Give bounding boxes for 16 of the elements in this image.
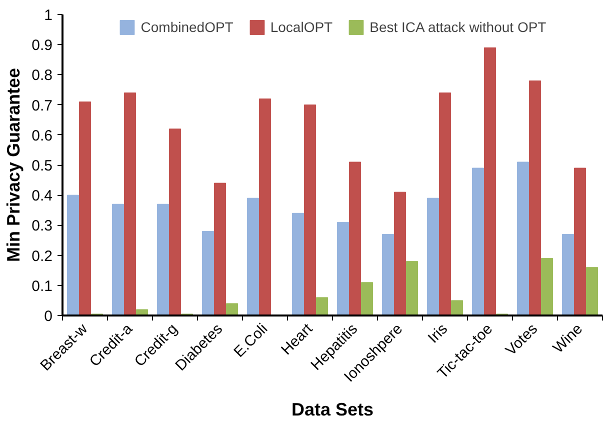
y-axis-title: Min Privacy Guarantee: [4, 68, 24, 262]
x-axis-title: Data Sets: [291, 400, 374, 420]
y-tick-label: 0.4: [32, 188, 53, 205]
y-tick-label: 0.2: [32, 248, 53, 265]
y-tick-label: 0.6: [32, 127, 53, 144]
y-tick-label: 0.3: [32, 218, 53, 235]
y-tick-label: 0.1: [32, 278, 53, 295]
y-tick-label: 0.8: [32, 67, 53, 84]
y-tick-label: 0.5: [32, 158, 53, 174]
y-tick-label: 0.9: [32, 37, 53, 54]
legend-label: LocalOPT: [270, 19, 333, 35]
y-tick-label: 0: [44, 308, 52, 325]
y-tick-label: 1: [44, 7, 52, 24]
legend-label: CombinedOPT: [140, 19, 234, 35]
legend-label: Best ICA attack without OPT: [370, 19, 546, 35]
y-tick-label: 0.7: [32, 97, 53, 114]
